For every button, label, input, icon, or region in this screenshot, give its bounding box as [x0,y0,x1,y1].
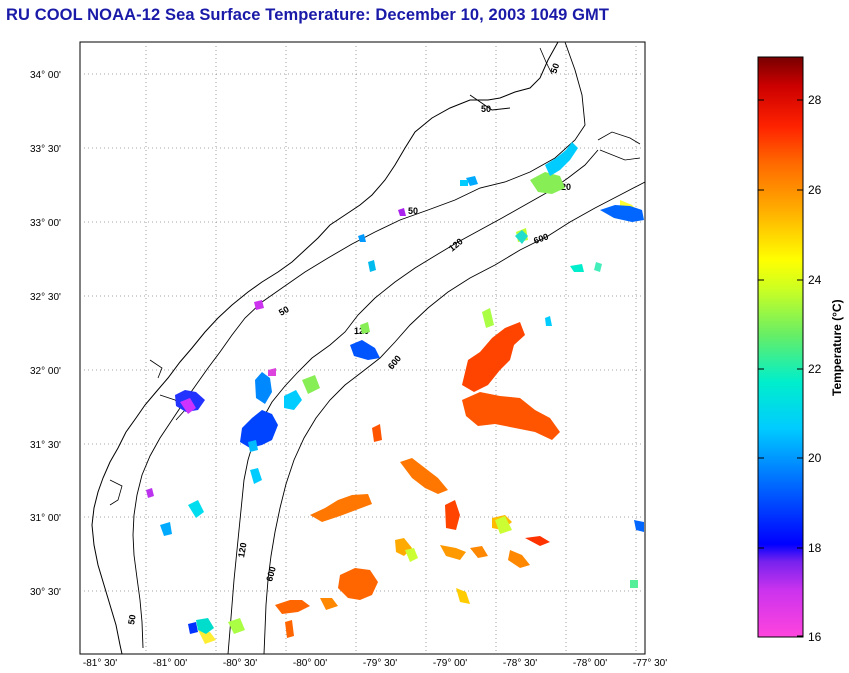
colorbar-label: Temperature (°C) [830,298,844,396]
lon-tick-label: -79° 00' [433,658,467,669]
isobath-120 [227,149,599,655]
colorbar-tick-label: 28 [808,93,822,107]
lon-tick-label: -81° 30' [83,658,117,669]
lat-tick-label: 33° 30' [30,144,61,155]
lat-tick-label: 31° 00' [30,513,61,524]
colorbar-tick-label: 26 [808,183,822,197]
lon-tick-label: -79° 30' [363,658,397,669]
colorbar-tick-label: 22 [808,362,822,376]
colorbar-tick-label: 24 [808,273,822,287]
lon-tick-label: -78° 00' [573,658,607,669]
colorbar-tick-label: 18 [808,541,822,555]
sst-cool-patches [146,142,644,634]
contour-label-600: 600 [532,231,550,246]
colorbar-tick-label: 16 [808,630,822,644]
lat-tick-label: 34° 00' [30,70,61,81]
sst-warm-patches [275,322,560,638]
map-title: RU COOL NOAA-12 Sea Surface Temperature:… [6,6,610,24]
coastline [91,41,559,655]
latitude-labels: 34° 00' 33° 30' 33° 00' 32° 30' 32° 00' … [30,70,61,598]
contour-label-50: 50 [408,206,418,216]
lat-tick-label: 32° 00' [30,366,61,377]
contour-label-120: 120 [236,542,248,559]
contour-label-50: 50 [126,614,138,626]
lon-tick-label: -78° 30' [503,658,537,669]
contour-label-50: 50 [481,104,491,114]
contour-label-50: 50 [277,304,291,318]
lat-tick-label: 32° 30' [30,292,61,303]
lon-tick-label: -81° 00' [153,658,187,669]
lat-tick-label: 31° 30' [30,440,61,451]
contour-label-50: 50 [548,62,561,75]
lon-tick-label: -77° 30' [633,658,667,669]
lon-tick-label: -80° 00' [293,658,327,669]
sst-mid-patches [198,172,640,644]
lat-tick-label: 30° 30' [30,587,61,598]
isobath-600 [263,181,646,655]
colorbar-tick-label: 20 [808,451,822,465]
lat-tick-label: 33° 00' [30,218,61,229]
contour-label-600: 600 [264,565,278,582]
colorbar-gradient [757,56,804,638]
isobath-50 [132,41,586,649]
longitude-labels: -81° 30' -81° 00' -80° 30' -80° 00' -79°… [83,658,667,669]
lon-tick-label: -80° 30' [223,658,257,669]
colorbar: 28 26 24 22 20 18 16 [757,56,822,644]
